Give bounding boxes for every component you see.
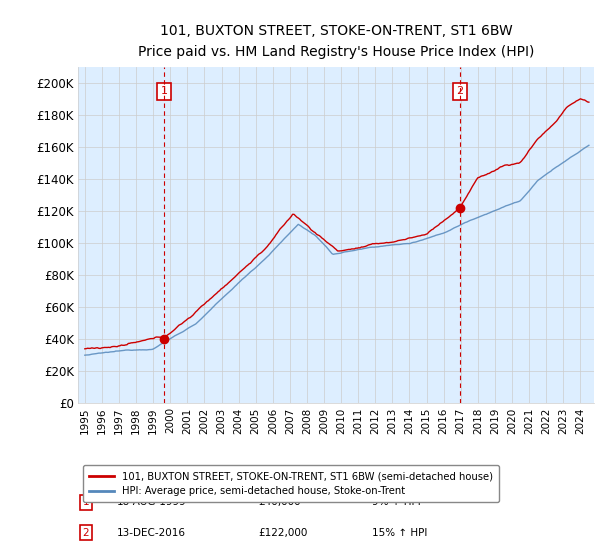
Text: 1: 1 bbox=[160, 86, 167, 96]
Text: 13-DEC-2016: 13-DEC-2016 bbox=[116, 528, 186, 538]
Legend: 101, BUXTON STREET, STOKE-ON-TRENT, ST1 6BW (semi-detached house), HPI: Average : 101, BUXTON STREET, STOKE-ON-TRENT, ST1 … bbox=[83, 465, 499, 502]
Text: £40,000: £40,000 bbox=[259, 497, 301, 507]
Title: 101, BUXTON STREET, STOKE-ON-TRENT, ST1 6BW
Price paid vs. HM Land Registry's Ho: 101, BUXTON STREET, STOKE-ON-TRENT, ST1 … bbox=[138, 25, 534, 59]
Text: £122,000: £122,000 bbox=[259, 528, 308, 538]
Text: 9% ↑ HPI: 9% ↑ HPI bbox=[372, 497, 421, 507]
Text: 15% ↑ HPI: 15% ↑ HPI bbox=[372, 528, 427, 538]
Text: 2: 2 bbox=[457, 86, 464, 96]
Text: 1: 1 bbox=[82, 497, 89, 507]
Text: 18-AUG-1999: 18-AUG-1999 bbox=[116, 497, 187, 507]
Text: 2: 2 bbox=[82, 528, 89, 538]
